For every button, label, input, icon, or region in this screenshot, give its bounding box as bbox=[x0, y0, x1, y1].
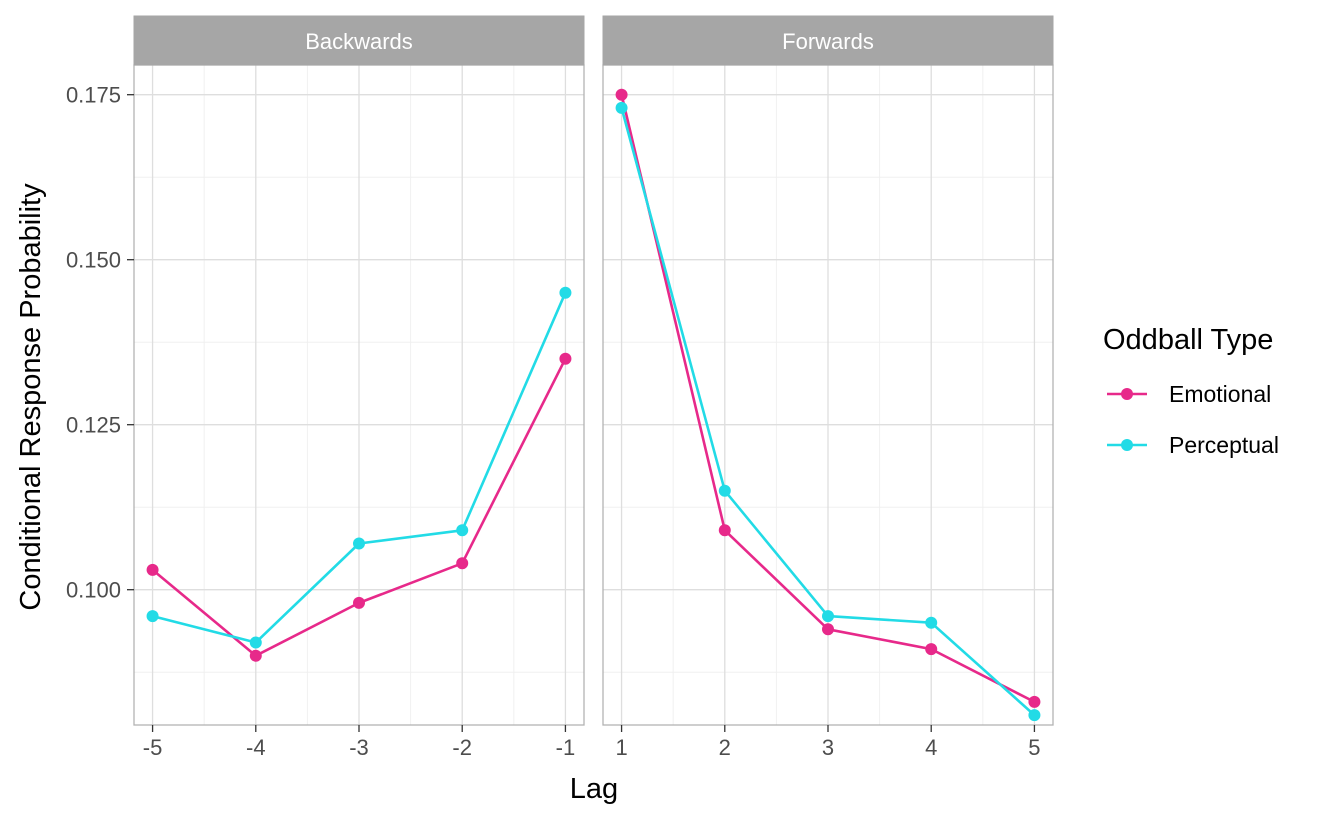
data-point-emotional bbox=[353, 596, 365, 609]
panel-forwards: Forwards 1 2 3 4 5 bbox=[602, 15, 1054, 760]
data-point-emotional bbox=[718, 524, 731, 537]
data-point-emotional bbox=[925, 643, 938, 656]
x-tick-label: 4 bbox=[925, 735, 937, 760]
legend-item-perceptual: Perceptual bbox=[1107, 432, 1279, 458]
data-point-emotional bbox=[615, 88, 628, 101]
data-point-perceptual bbox=[718, 484, 731, 497]
strip-background bbox=[133, 15, 585, 66]
x-tick-label: 2 bbox=[719, 735, 731, 760]
x-tick-label: -3 bbox=[349, 735, 369, 760]
data-point-emotional bbox=[1028, 695, 1041, 708]
legend-label: Emotional bbox=[1169, 381, 1271, 407]
y-axis-title: Conditional Response Probability bbox=[15, 183, 47, 611]
data-point-emotional bbox=[456, 557, 469, 570]
x-tick-label: -5 bbox=[143, 735, 163, 760]
x-axis-title: Lag bbox=[570, 773, 618, 805]
y-tick-label: 0.175 bbox=[66, 83, 121, 108]
data-point-perceptual bbox=[353, 537, 365, 550]
facet-panels: Backwards -5 -4 -3 -2 -1 0.100 0.125 0.150 0.175 F… bbox=[66, 15, 1054, 760]
legend: Oddball Type Emotional Perceptual bbox=[1103, 324, 1279, 458]
data-point-perceptual bbox=[822, 610, 834, 623]
panel-backwards: Backwards -5 -4 -3 -2 -1 0.100 0.125 0.150 0.175 bbox=[66, 15, 585, 760]
x-tick-label: -4 bbox=[246, 735, 266, 760]
strip-label: Backwards bbox=[305, 29, 413, 54]
data-point-perceptual bbox=[146, 610, 159, 623]
data-point-perceptual bbox=[1028, 709, 1041, 722]
data-point-perceptual bbox=[615, 101, 628, 114]
y-tick-label: 0.100 bbox=[66, 578, 121, 603]
x-tick-label: -1 bbox=[556, 735, 576, 760]
data-point-perceptual bbox=[249, 636, 262, 649]
data-point-emotional bbox=[559, 352, 572, 365]
data-point-perceptual bbox=[925, 616, 938, 629]
data-point-emotional bbox=[146, 563, 159, 576]
y-tick-label: 0.125 bbox=[66, 413, 121, 438]
legend-key-point bbox=[1121, 439, 1133, 451]
x-tick-label: 5 bbox=[1028, 735, 1040, 760]
strip-label: Forwards bbox=[782, 29, 874, 54]
data-point-perceptual bbox=[559, 286, 572, 299]
x-tick-label: 3 bbox=[822, 735, 834, 760]
x-tick-label: -2 bbox=[452, 735, 472, 760]
data-point-emotional bbox=[822, 623, 834, 636]
legend-key-point bbox=[1121, 388, 1133, 400]
legend-label: Perceptual bbox=[1169, 432, 1279, 458]
legend-title: Oddball Type bbox=[1103, 324, 1273, 356]
data-point-perceptual bbox=[456, 524, 469, 537]
legend-entries: Emotional Perceptual bbox=[1107, 381, 1279, 458]
y-tick-label: 0.150 bbox=[66, 248, 121, 273]
strip-background bbox=[602, 15, 1054, 66]
legend-item-emotional: Emotional bbox=[1107, 381, 1271, 407]
data-point-emotional bbox=[249, 649, 262, 662]
x-tick-label: 1 bbox=[615, 735, 627, 760]
